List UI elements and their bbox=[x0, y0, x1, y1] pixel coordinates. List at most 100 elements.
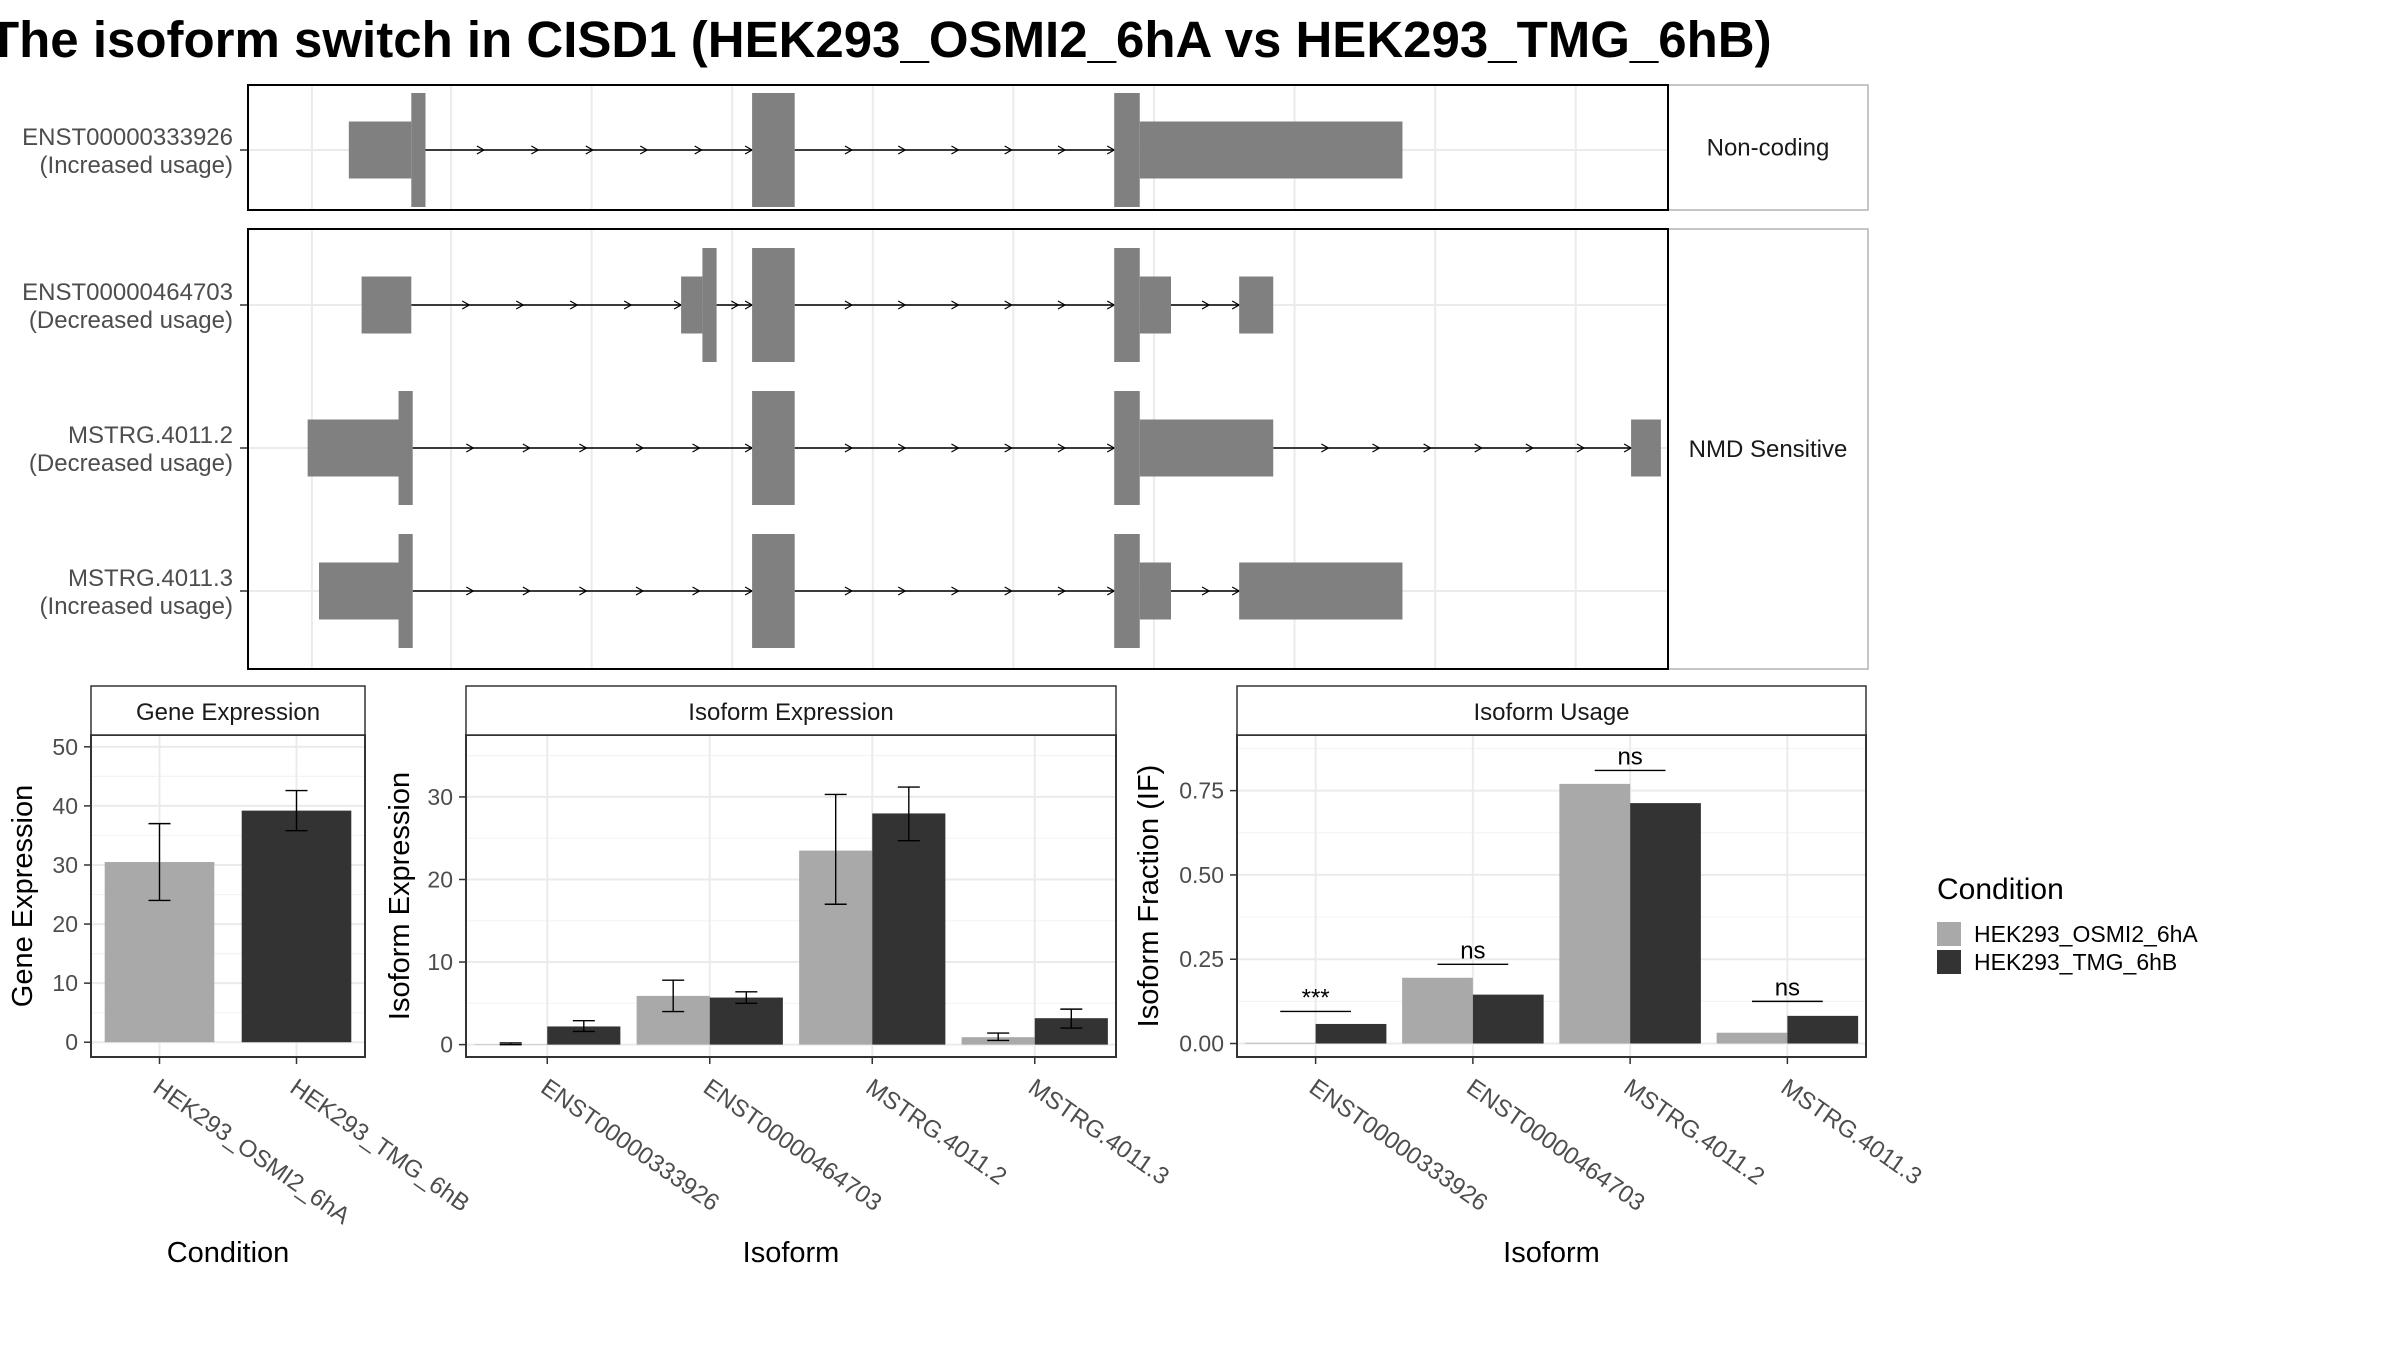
coding-exon bbox=[752, 534, 795, 648]
intron-direction-arrow bbox=[897, 300, 907, 310]
transcript-id-label: ENST00000333926 bbox=[22, 124, 233, 151]
utr-exon bbox=[681, 276, 703, 334]
intron-direction-arrow bbox=[897, 586, 907, 596]
structure-facet-strip bbox=[1667, 228, 1869, 670]
intron-direction-arrow bbox=[692, 443, 701, 453]
y-tick-label: 40 bbox=[52, 793, 78, 819]
chart-facet-title: Isoform Usage bbox=[1473, 699, 1629, 726]
y-axis-title: Gene Expression bbox=[7, 785, 39, 1007]
y-tick-label: 0.50 bbox=[1179, 862, 1224, 888]
intron-direction-arrow bbox=[1004, 145, 1013, 155]
y-tick-label: 10 bbox=[52, 970, 78, 996]
significance-label: ns bbox=[1775, 974, 1800, 1001]
intron-direction-arrow bbox=[1576, 443, 1586, 453]
coding-exon bbox=[398, 391, 413, 505]
intron-direction-arrow bbox=[515, 300, 525, 310]
utr-exon bbox=[307, 419, 399, 477]
intron-direction-arrow bbox=[1321, 443, 1330, 453]
utr-exon bbox=[1139, 276, 1171, 334]
x-tick-label: ENST00000333926 bbox=[536, 1074, 724, 1217]
y-axis-title: Isoform Fraction (IF) bbox=[1133, 765, 1165, 1028]
legend-swatch bbox=[1937, 950, 1961, 974]
intron-direction-arrow bbox=[1201, 300, 1211, 310]
utr-exon bbox=[1239, 562, 1403, 620]
y-tick-label: 30 bbox=[52, 852, 78, 878]
bar bbox=[1315, 1023, 1387, 1044]
bar bbox=[1716, 1032, 1788, 1044]
intron-direction-arrow bbox=[1004, 586, 1013, 596]
structure-facet-label: Non-coding bbox=[1707, 135, 1830, 162]
coding-exon bbox=[752, 391, 795, 505]
x-axis-title: Isoform bbox=[1503, 1237, 1600, 1269]
transcript-id-label: ENST00000464703 bbox=[22, 279, 233, 306]
intron-direction-arrow bbox=[465, 443, 475, 453]
y-tick-label: 10 bbox=[427, 949, 453, 975]
coding-exon bbox=[1114, 534, 1140, 648]
intron-direction-arrow bbox=[1057, 443, 1067, 453]
intron-direction-arrow bbox=[635, 586, 645, 596]
structure-facet-label: NMD Sensitive bbox=[1689, 436, 1848, 463]
intron-direction-arrow bbox=[623, 300, 633, 310]
chart-panel: 0102030ENST00000333926ENST00000464703MST… bbox=[384, 685, 1174, 1269]
intron-direction-arrow bbox=[951, 586, 960, 596]
y-tick-label: 30 bbox=[427, 784, 453, 810]
utr-exon bbox=[1139, 562, 1171, 620]
intron-direction-arrow bbox=[522, 443, 532, 453]
intron-direction-arrow bbox=[465, 586, 475, 596]
utr-exon bbox=[361, 276, 412, 334]
bar bbox=[1402, 977, 1473, 1044]
chart-facet-title: Gene Expression bbox=[136, 699, 320, 726]
intron-direction-arrow bbox=[951, 300, 960, 310]
y-tick-label: 0.75 bbox=[1179, 778, 1224, 804]
figure-title: The isoform switch in CISD1 (HEK293_OSMI… bbox=[0, 11, 1772, 68]
intron-direction-arrow bbox=[522, 586, 532, 596]
y-tick-label: 0 bbox=[440, 1032, 453, 1058]
intron-direction-arrow bbox=[897, 145, 907, 155]
chart-plot-background bbox=[1237, 735, 1866, 1057]
intron-direction-arrow bbox=[1057, 300, 1067, 310]
significance-label: *** bbox=[1302, 984, 1330, 1011]
x-tick-label: ENST00000464703 bbox=[698, 1074, 886, 1217]
intron-direction-arrow bbox=[639, 145, 649, 155]
structure-panel-border bbox=[247, 84, 1669, 211]
intron-direction-arrow bbox=[461, 300, 471, 310]
bar bbox=[1787, 1015, 1859, 1044]
y-tick-label: 50 bbox=[52, 734, 78, 760]
transcript-usage-label: (Decreased usage) bbox=[29, 307, 233, 334]
intron-direction-arrow bbox=[1004, 300, 1013, 310]
intron-direction-arrow bbox=[1057, 145, 1067, 155]
structure-panel-background bbox=[248, 85, 1668, 210]
significance-label: ns bbox=[1617, 743, 1642, 770]
significance-label: ns bbox=[1460, 937, 1485, 964]
intron-direction-arrow bbox=[844, 145, 854, 155]
structure-panel-border bbox=[247, 228, 1669, 670]
intron-direction-arrow bbox=[1423, 443, 1432, 453]
intron-direction-arrow bbox=[694, 145, 703, 155]
intron-direction-arrow bbox=[844, 300, 854, 310]
x-tick-label: MSTRG.4011.3 bbox=[1023, 1074, 1174, 1191]
coding-exon bbox=[1114, 93, 1140, 207]
intron-direction-arrow bbox=[692, 586, 701, 596]
utr-exon bbox=[1139, 419, 1274, 477]
transcript-usage-label: (Decreased usage) bbox=[29, 450, 233, 477]
intron-direction-arrow bbox=[1474, 443, 1483, 453]
x-tick-label: MSTRG.4011.2 bbox=[861, 1074, 1012, 1191]
structure-panel: Non-coding ENST00000333926(Increased usag… bbox=[22, 84, 1869, 211]
transcript-id-label: MSTRG.4011.2 bbox=[68, 422, 233, 449]
x-tick-label: MSTRG.4011.2 bbox=[1619, 1074, 1770, 1191]
y-tick-label: 0.25 bbox=[1179, 946, 1224, 972]
intron-direction-arrow bbox=[1525, 443, 1535, 453]
bar bbox=[1244, 1042, 1316, 1044]
coding-exon bbox=[1114, 391, 1140, 505]
intron-direction-arrow bbox=[897, 443, 907, 453]
intron-direction-arrow bbox=[1057, 586, 1067, 596]
x-axis-title: Isoform bbox=[743, 1237, 840, 1269]
intron-direction-arrow bbox=[844, 443, 854, 453]
y-tick-label: 0.00 bbox=[1179, 1031, 1224, 1057]
intron-direction-arrow bbox=[579, 443, 588, 453]
chart-panel: 01020304050HEK293_OSMI2_6hAHEK293_TMG_6h… bbox=[7, 685, 474, 1269]
